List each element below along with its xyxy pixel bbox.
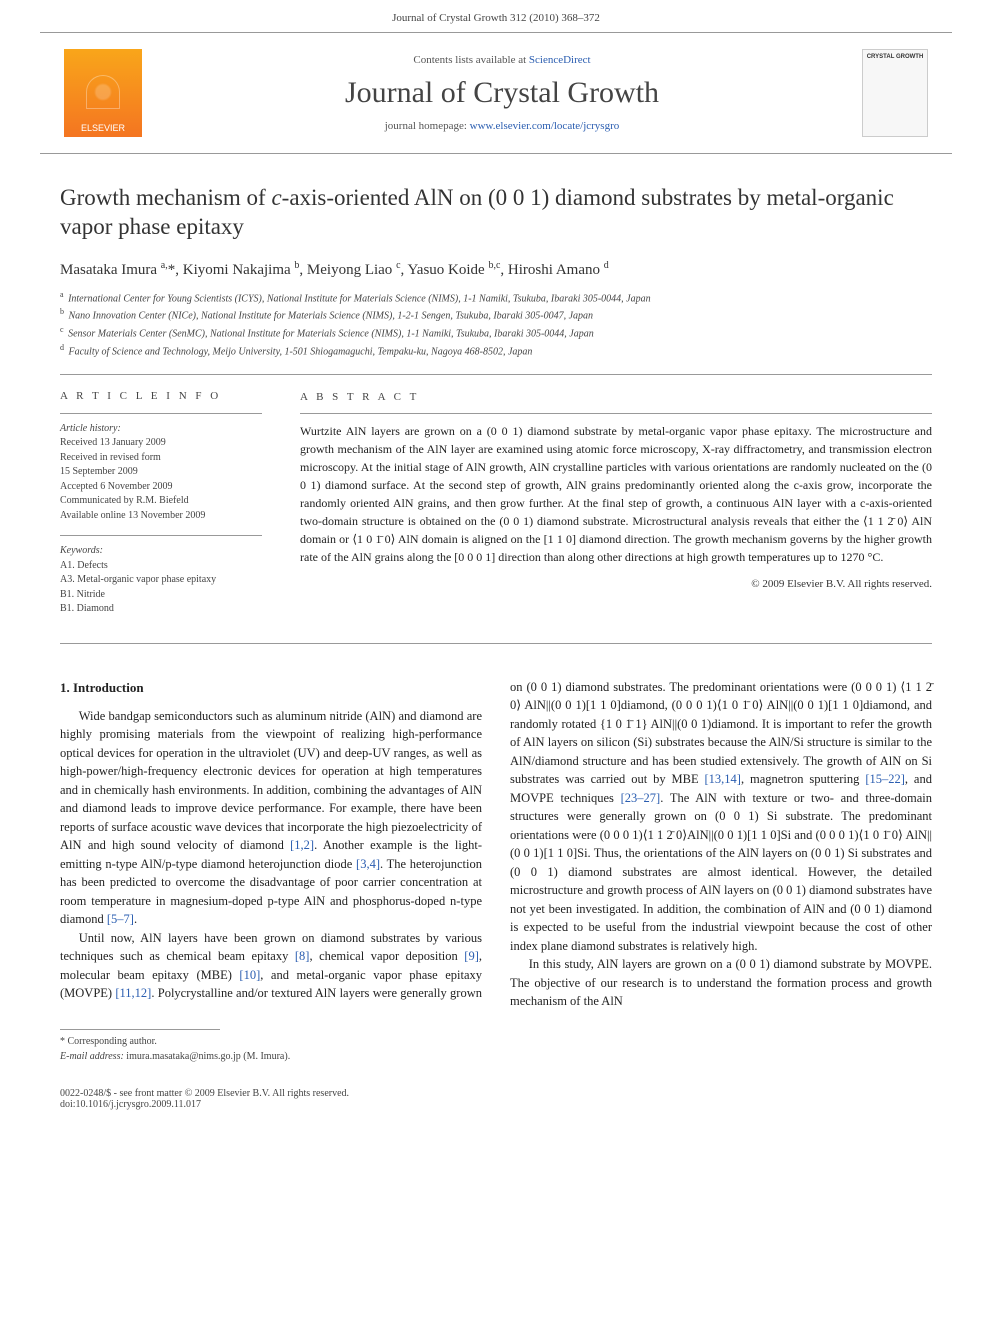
article-info: A R T I C L E I N F O Article history: R… <box>60 375 278 643</box>
history-line: Received in revised form <box>60 451 262 466</box>
citation-link[interactable]: [8] <box>295 949 310 963</box>
history-heading: Article history: <box>60 422 262 437</box>
keyword: B1. Nitride <box>60 588 262 603</box>
article-info-heading: A R T I C L E I N F O <box>60 389 262 405</box>
affiliation: b Nano Innovation Center (NICe), Nationa… <box>60 306 932 324</box>
elsevier-tree-icon <box>78 67 128 117</box>
affiliation-list: a International Center for Young Scienti… <box>60 289 932 360</box>
article-header: Growth mechanism of c-axis-oriented AlN … <box>0 154 992 644</box>
abstract-heading: A B S T R A C T <box>300 389 932 406</box>
author-list: Masataka Imura a,*, Kiyomi Nakajima b, M… <box>60 260 932 279</box>
citation-link[interactable]: [23–27] <box>621 791 661 805</box>
history-line: Accepted 6 November 2009 <box>60 480 262 495</box>
abstract-copyright: © 2009 Elsevier B.V. All rights reserved… <box>300 576 932 593</box>
elsevier-logo-text: ELSEVIER <box>81 123 125 133</box>
journal-homepage-line: journal homepage: www.elsevier.com/locat… <box>142 120 862 132</box>
corresponding-email: E-mail address: imura.masataka@nims.go.j… <box>60 1051 932 1062</box>
citation-link[interactable]: [3,4] <box>356 857 380 871</box>
citation-link[interactable]: [15–22] <box>865 772 905 786</box>
abstract-text: Wurtzite AlN layers are grown on a (0 0 … <box>300 422 932 566</box>
section-heading: 1. Introduction <box>60 678 482 697</box>
corresponding-author: * Corresponding author. <box>60 1036 932 1047</box>
journal-cover-thumb: CRYSTAL GROWTH <box>862 49 928 137</box>
masthead: ELSEVIER Contents lists available at Sci… <box>40 32 952 154</box>
elsevier-logo-icon: ELSEVIER <box>64 49 142 137</box>
footer-notes: * Corresponding author. E-mail address: … <box>0 1011 992 1080</box>
journal-homepage-link[interactable]: www.elsevier.com/locate/jcrysgro <box>470 120 620 132</box>
keyword: B1. Diamond <box>60 602 262 617</box>
affiliation: c Sensor Materials Center (SenMC), Natio… <box>60 324 932 342</box>
citation-link[interactable]: [13,14] <box>705 772 741 786</box>
keyword: A3. Metal-organic vapor phase epitaxy <box>60 573 262 588</box>
footer-rule <box>60 1029 220 1030</box>
sciencedirect-link[interactable]: ScienceDirect <box>529 54 591 66</box>
keywords-heading: Keywords: <box>60 544 262 559</box>
doi-row: 0022-0248/$ - see front matter © 2009 El… <box>0 1080 992 1124</box>
journal-homepage-prefix: journal homepage: <box>385 120 470 132</box>
info-abstract-row: A R T I C L E I N F O Article history: R… <box>60 374 932 644</box>
body-paragraph: Wide bandgap semiconductors such as alum… <box>60 707 482 929</box>
history-line: Received 13 January 2009 <box>60 436 262 451</box>
journal-title: Journal of Crystal Growth <box>142 76 862 110</box>
citation-link[interactable]: [5–7] <box>107 912 134 926</box>
citation-link[interactable]: [9] <box>464 949 479 963</box>
citation-link[interactable]: [10] <box>239 968 260 982</box>
history-line: Available online 13 November 2009 <box>60 509 262 524</box>
contents-prefix: Contents lists available at <box>413 54 528 66</box>
cover-thumb-title: CRYSTAL GROWTH <box>867 54 924 61</box>
article-keywords: Keywords: A1. DefectsA3. Metal-organic v… <box>60 544 262 617</box>
citation-link[interactable]: [1,2] <box>290 838 314 852</box>
affiliation: d Faculty of Science and Technology, Mei… <box>60 342 932 360</box>
abstract: A B S T R A C T Wurtzite AlN layers are … <box>278 375 932 643</box>
history-line: Communicated by R.M. Biefeld <box>60 494 262 509</box>
citation-link[interactable]: [11,12] <box>115 986 151 1000</box>
history-line: 15 September 2009 <box>60 465 262 480</box>
affiliation: a International Center for Young Scienti… <box>60 289 932 307</box>
article-history: Article history: Received 13 January 200… <box>60 422 262 524</box>
article-body: 1. Introduction Wide bandgap semiconduct… <box>0 668 992 1011</box>
body-paragraph: In this study, AlN layers are grown on a… <box>510 955 932 1011</box>
keyword: A1. Defects <box>60 559 262 574</box>
front-matter-line: 0022-0248/$ - see front matter © 2009 El… <box>60 1088 349 1110</box>
masthead-center: Contents lists available at ScienceDirec… <box>142 54 862 132</box>
article-title: Growth mechanism of c-axis-oriented AlN … <box>60 184 932 242</box>
contents-line: Contents lists available at ScienceDirec… <box>142 54 862 66</box>
running-head: Journal of Crystal Growth 312 (2010) 368… <box>0 0 992 32</box>
